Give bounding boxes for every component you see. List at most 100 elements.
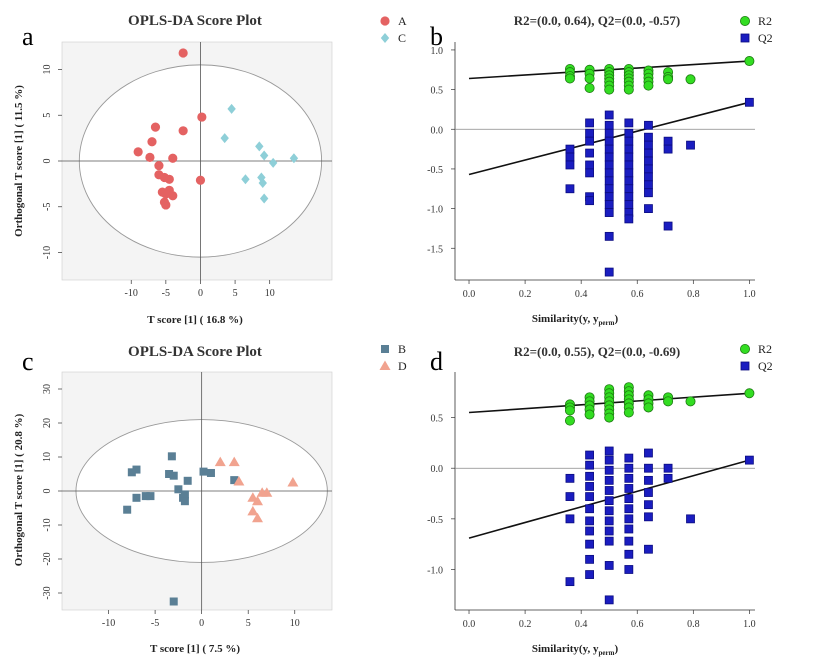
- x-tick-label: 5: [246, 618, 251, 629]
- data-point: [624, 463, 634, 473]
- data-point: [663, 396, 674, 407]
- chart-title: R2=(0.0, 0.64), Q2=(0.0, -0.57): [514, 13, 680, 28]
- y-tick-label: -30: [42, 586, 53, 599]
- legend-marker-R2: [740, 343, 751, 354]
- data-point: [150, 122, 161, 132]
- data-point: [228, 456, 240, 467]
- data-point: [289, 153, 299, 164]
- data-point: [565, 577, 575, 587]
- data-point: [604, 176, 614, 186]
- data-point: [585, 554, 594, 564]
- x-tick-label: 10: [290, 618, 300, 629]
- x-axis-label: T score [1] ( 7.5 %): [150, 643, 240, 655]
- data-point: [227, 103, 236, 114]
- x-tick-label: 1.0: [743, 289, 756, 300]
- data-point: [644, 544, 653, 554]
- data-point: [565, 514, 575, 524]
- data-point: [624, 504, 634, 514]
- legend-marker-Q2: [740, 361, 750, 371]
- y-tick-label: -0.5: [427, 165, 443, 176]
- y-tick-label: 1.0: [431, 46, 444, 57]
- legend-label: Q2: [758, 359, 773, 373]
- data-point: [604, 412, 615, 423]
- data-point: [195, 175, 206, 185]
- data-point: [624, 192, 634, 202]
- data-point: [565, 144, 575, 154]
- data-point: [604, 208, 614, 217]
- data-point: [685, 74, 696, 85]
- data-point: [161, 200, 171, 210]
- data-point: [644, 204, 653, 214]
- data-point: [644, 488, 653, 497]
- data-point: [123, 505, 132, 514]
- data-point: [585, 471, 594, 481]
- data-point: [644, 164, 653, 174]
- y-tick-label: -1.0: [427, 205, 443, 216]
- data-point: [132, 465, 141, 474]
- data-point: [624, 144, 634, 154]
- y-tick-label: 0.5: [431, 86, 444, 97]
- y-tick-label: -0.5: [427, 515, 443, 526]
- data-point: [584, 83, 595, 94]
- data-point: [174, 485, 183, 494]
- y-tick-label: 20: [42, 418, 53, 428]
- legend-marker-C: [380, 33, 390, 43]
- x-tick-label: 0.6: [631, 289, 644, 300]
- legend-marker-Q2: [740, 33, 750, 43]
- x-axis-label-main: Similarity(y, y: [532, 643, 599, 655]
- data-point: [164, 174, 174, 184]
- y-tick-label: 0.5: [431, 414, 444, 425]
- data-point: [585, 516, 594, 526]
- data-point: [241, 174, 250, 185]
- x-tick-label: 0.2: [519, 289, 532, 300]
- legend-label: D: [398, 359, 407, 373]
- data-point: [644, 172, 653, 182]
- data-point: [744, 455, 754, 465]
- data-point: [604, 120, 614, 130]
- data-point: [624, 214, 634, 224]
- data-point: [604, 84, 615, 95]
- data-point: [585, 460, 594, 470]
- x-axis-label: Similarity(y, yperm): [532, 313, 619, 327]
- data-point: [624, 484, 634, 493]
- data-point: [604, 110, 614, 120]
- x-tick-label: -10: [125, 288, 138, 299]
- data-point: [604, 516, 614, 526]
- y-tick-label: -10: [42, 518, 53, 531]
- data-point: [604, 200, 614, 210]
- data-point: [624, 514, 634, 524]
- data-point: [564, 415, 575, 426]
- y-tick-label: 0.0: [431, 464, 444, 475]
- data-point: [145, 152, 155, 162]
- data-point: [604, 267, 614, 277]
- data-point: [178, 48, 188, 58]
- y-tick-label: -5: [42, 203, 53, 211]
- data-point: [585, 526, 594, 536]
- x-tick-label: 0: [198, 288, 203, 299]
- panel-letter: c: [22, 347, 34, 376]
- data-point: [663, 74, 674, 85]
- y-tick-label: -1.5: [427, 244, 443, 255]
- data-point: [604, 595, 614, 605]
- legend-marker-R2: [740, 15, 751, 26]
- data-point: [604, 168, 614, 178]
- data-point: [259, 193, 269, 204]
- data-point: [565, 160, 575, 170]
- chart-title: R2=(0.0, 0.55), Q2=(0.0, -0.69): [514, 344, 680, 359]
- data-point: [565, 492, 575, 501]
- data-point: [624, 184, 634, 194]
- x-axis-label-end: ): [614, 643, 618, 655]
- y-tick-label: 10: [42, 452, 53, 462]
- y-tick-label: 0: [42, 489, 53, 494]
- data-point: [624, 473, 634, 483]
- data-point: [624, 536, 634, 546]
- data-point: [624, 176, 634, 186]
- data-point: [663, 144, 673, 154]
- data-point: [644, 512, 653, 522]
- data-point: [624, 118, 634, 128]
- data-point: [644, 132, 653, 142]
- data-point: [180, 497, 189, 506]
- data-point: [623, 84, 634, 95]
- chart-panel-a: a OPLS-DA Score Plot -10 -5 0 5 10 -10 -5 0 5 10 T s…: [13, 13, 407, 326]
- data-point: [663, 463, 673, 473]
